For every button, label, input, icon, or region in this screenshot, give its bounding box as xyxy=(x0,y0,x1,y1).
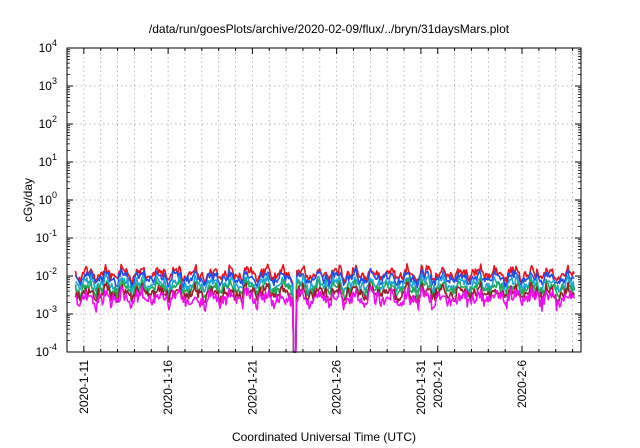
y-tick-label: 102 xyxy=(39,114,57,131)
y-tick-exponent: 3 xyxy=(52,76,57,86)
y-tick-exponent: -1 xyxy=(49,228,57,238)
x-axis-label: Coordinated Universal Time (UTC) xyxy=(232,430,416,444)
y-tick-exponent: -4 xyxy=(49,342,57,352)
x-tick-label: 2020-2-6 xyxy=(515,360,529,408)
series-line-red xyxy=(74,263,575,353)
y-tick-label: 10-1 xyxy=(36,228,57,245)
y-tick-base: 10 xyxy=(39,155,53,169)
y-tick-base: 10 xyxy=(39,41,53,55)
y-tick-exponent: -2 xyxy=(49,266,57,276)
y-tick-label: 10-4 xyxy=(36,342,57,359)
y-tick-base: 10 xyxy=(39,79,53,93)
y-tick-exponent: 2 xyxy=(52,114,57,124)
y-tick-label: 10-2 xyxy=(36,266,57,283)
series-line-dark-red xyxy=(74,281,576,353)
y-tick-exponent: 4 xyxy=(52,38,57,48)
series-group xyxy=(74,263,576,353)
y-tick-label: 101 xyxy=(39,152,57,169)
y-tick-exponent: 0 xyxy=(52,190,57,200)
y-tick-base: 10 xyxy=(36,307,50,321)
x-tick-label: 2020-1-26 xyxy=(330,360,344,415)
chart-title: /data/run/goesPlots/archive/2020-02-09/f… xyxy=(149,22,510,36)
y-tick-base: 10 xyxy=(36,269,50,283)
x-tick-label: 2020-1-31 xyxy=(414,360,428,415)
x-tick-label: 2020-1-16 xyxy=(161,360,175,415)
series-line-blue xyxy=(74,267,575,353)
y-axis-label: cGy/day xyxy=(21,178,35,222)
series-line-magenta xyxy=(75,285,576,353)
y-tick-base: 10 xyxy=(36,345,50,359)
y-tick-exponent: 1 xyxy=(52,152,57,162)
y-tick-label: 104 xyxy=(39,38,57,55)
y-tick-label: 103 xyxy=(39,76,57,93)
y-tick-exponent: -3 xyxy=(49,304,57,314)
y-tick-base: 10 xyxy=(36,231,50,245)
x-tick-label: 2020-1-11 xyxy=(77,360,91,414)
x-tick-label: 2020-2-1 xyxy=(431,360,445,408)
y-tick-label: 10-3 xyxy=(36,304,57,321)
y-tick-label: 100 xyxy=(39,190,57,207)
y-tick-base: 10 xyxy=(39,193,53,207)
x-tick-label: 2020-1-21 xyxy=(245,360,259,415)
x-axis: 2020-1-11 2020-1-16 2020-1-21 2020-1-26 2020… xyxy=(66,48,574,415)
y-tick-base: 10 xyxy=(39,117,53,131)
